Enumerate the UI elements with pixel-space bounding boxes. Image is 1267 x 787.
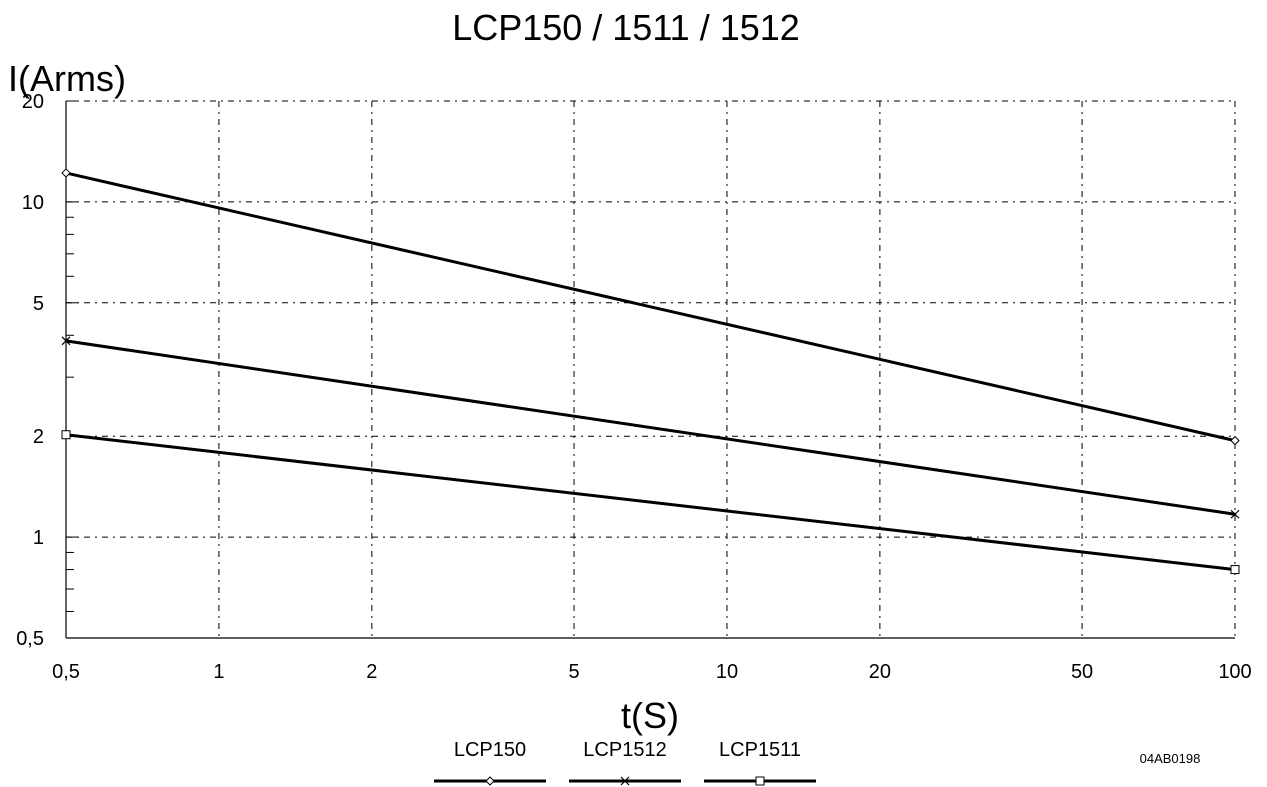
legend-marker (620, 776, 630, 786)
y-tick-label: 20 (22, 91, 44, 113)
axes (65, 100, 1235, 639)
data-point (61, 430, 71, 440)
series-line (65, 433, 1236, 572)
x-tick-label: 2 (366, 661, 377, 683)
x-tick-label: 50 (1071, 661, 1093, 683)
data-point (1230, 565, 1240, 575)
x-tick-label: 0,5 (52, 661, 80, 683)
data-point (1230, 435, 1240, 446)
x-axis-label: t(S) (621, 695, 679, 736)
data-point (61, 336, 71, 346)
legend: LCP150 LCP1512 LCP1511 (434, 739, 816, 786)
marker-stroke (1230, 509, 1240, 519)
x-tick-label: 5 (568, 661, 579, 683)
series-lcp1512 (61, 336, 1240, 519)
series-lcp1511 (61, 430, 1240, 575)
x-tick-label: 20 (869, 661, 891, 683)
x-tick-label: 100 (1218, 661, 1251, 683)
y-tick-label: 2 (33, 426, 44, 448)
y-axis-label: I(Arms) (8, 58, 126, 99)
legend-marker (755, 776, 765, 786)
legend-label: LCP1511 (719, 739, 801, 761)
marker-stroke (620, 776, 630, 786)
legend-label: LCP150 (454, 739, 526, 761)
y-tick-label: 0,5 (16, 628, 44, 650)
marker-stroke (61, 336, 71, 346)
figure-code: 04AB0198 (1140, 751, 1201, 766)
y-tick-label: 5 (33, 293, 44, 315)
series (61, 168, 1240, 575)
data-point (1230, 509, 1240, 519)
tick-labels: 0,5 1 2 5 10 20 50 100 0,5 1 2 5 10 20 (16, 91, 1252, 683)
series-lcp150 (61, 168, 1240, 446)
series-line (65, 339, 1236, 516)
y-tick-label: 10 (22, 192, 44, 214)
y-tick-label: 1 (33, 527, 44, 549)
legend-item-lcp1512: LCP1512 (569, 739, 681, 786)
legend-item-lcp1511: LCP1511 (704, 739, 816, 786)
data-point (61, 168, 71, 178)
legend-item-lcp150: LCP150 (434, 739, 546, 786)
x-tick-label: 1 (213, 661, 224, 683)
legend-label: LCP1512 (583, 739, 666, 761)
series-line (65, 171, 1236, 443)
chart-title: LCP150 / 1511 / 1512 (452, 7, 800, 48)
grid (66, 100, 1236, 638)
legend-marker (485, 776, 495, 786)
x-tick-label: 10 (716, 661, 738, 683)
